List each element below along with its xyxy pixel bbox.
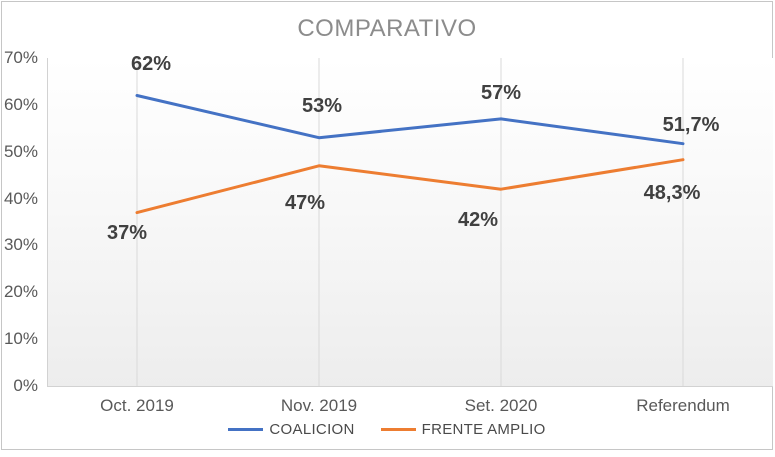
data-point-label: 37% [106,221,148,244]
data-point-label: 57% [480,81,522,104]
legend-line-swatch [380,428,416,431]
legend-item-frente-amplio: FRENTE AMPLIO [380,421,546,438]
chart-frame: COMPARATIVO 0% 10% 20% 30% 40% 50% 60% 70% Oct.… [1,1,773,450]
legend-label: COALICION [269,421,355,438]
legend-label: FRENTE AMPLIO [421,421,546,438]
data-point-label: 48,3% [643,181,701,204]
x-axis-category-label: Referendum [636,396,730,415]
series-line-coalicion [135,94,685,146]
plot-area [47,58,773,387]
data-point-label: 51,7% [662,113,720,136]
legend-item-coalicion: COALICION [228,421,354,438]
y-axis-tick-label: 30% [3,235,38,255]
data-point-label: 47% [284,191,326,214]
y-axis-tick-label: 70% [3,48,38,67]
legend: COALICION FRENTE AMPLIO [2,421,772,438]
data-point-label: 42% [457,209,499,232]
data-point-label: 62% [130,53,172,76]
y-axis-tick-label: 0% [13,376,38,395]
x-axis-category-label: Nov. 2019 [280,396,358,415]
y-axis-tick-label: 40% [3,188,38,208]
x-axis-category-label: Oct. 2019 [100,396,174,415]
y-axis-tick-label: 10% [3,329,38,349]
y-axis-tick-label: 20% [3,282,38,302]
legend-line-swatch [228,428,264,431]
chart-title: COMPARATIVO [297,15,477,42]
x-axis-category-label: Set. 2020 [464,396,538,415]
y-axis-tick-label: 60% [3,94,38,114]
line-chart-canvas [135,58,685,386]
data-point-label: 53% [301,94,343,117]
y-axis-tick-label: 50% [3,141,38,161]
series-line-frente-amplio [135,158,685,215]
